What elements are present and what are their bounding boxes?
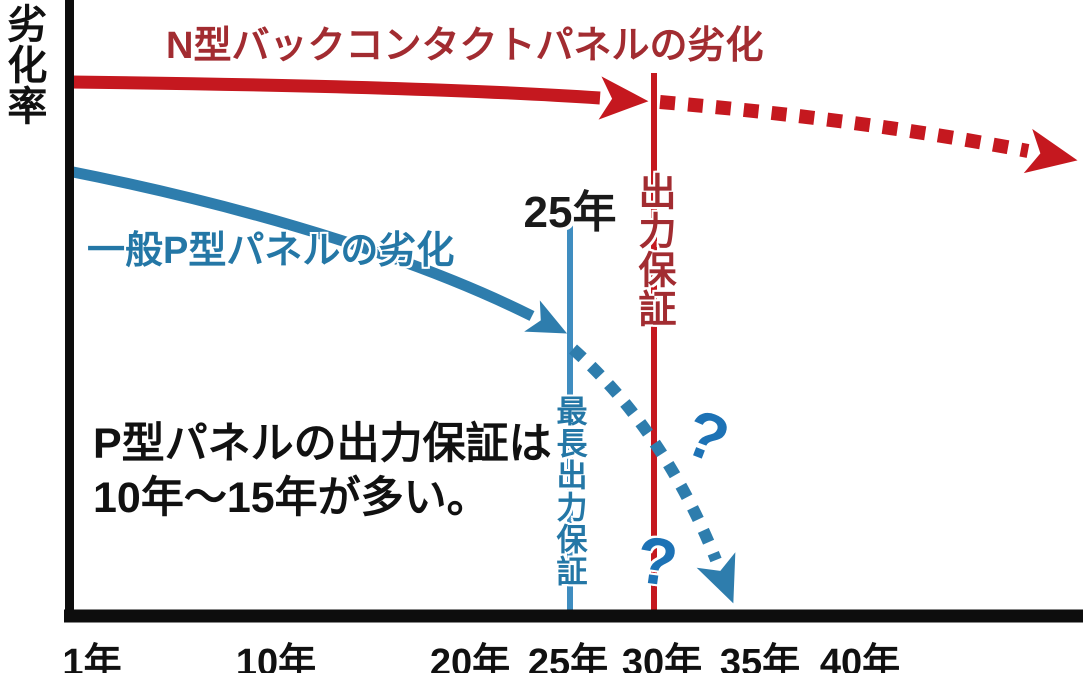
x-tick-25year: 25年 — [527, 642, 609, 673]
warranty-note-line2: 10年〜15年が多い。 — [93, 474, 490, 523]
year25-callout: 25年 — [523, 188, 617, 237]
x-tick-20year: 20年 — [429, 642, 511, 673]
p-type-solid-curve — [66, 165, 568, 334]
n-type-series-label: N型バックコンタクトパネルの劣化 — [166, 25, 764, 67]
x-tick-30year: 30年 — [621, 642, 703, 673]
x-tick-35year: 35年 — [719, 642, 801, 673]
max-output-guarantee-label: 最長出力保証 — [551, 395, 587, 587]
n-type-solid-curve — [70, 75, 649, 120]
output-guarantee-label: 出力保証 — [632, 172, 674, 328]
y-axis-label: 劣化率 — [1, 3, 46, 126]
n-type-projection-curve — [659, 95, 1078, 174]
x-tick-1year: 1年 — [62, 642, 122, 673]
x-tick-40year: 40年 — [819, 642, 901, 673]
p-type-projection-curve — [569, 344, 736, 604]
warranty-note: P型パネルの出力保証は 10年〜15年が多い。 — [93, 417, 552, 525]
x-tick-10year: 10年 — [235, 642, 317, 673]
p-type-series-label: 一般P型パネルの劣化 — [87, 230, 455, 272]
warranty-note-line1: P型パネルの出力保証は — [93, 420, 552, 468]
